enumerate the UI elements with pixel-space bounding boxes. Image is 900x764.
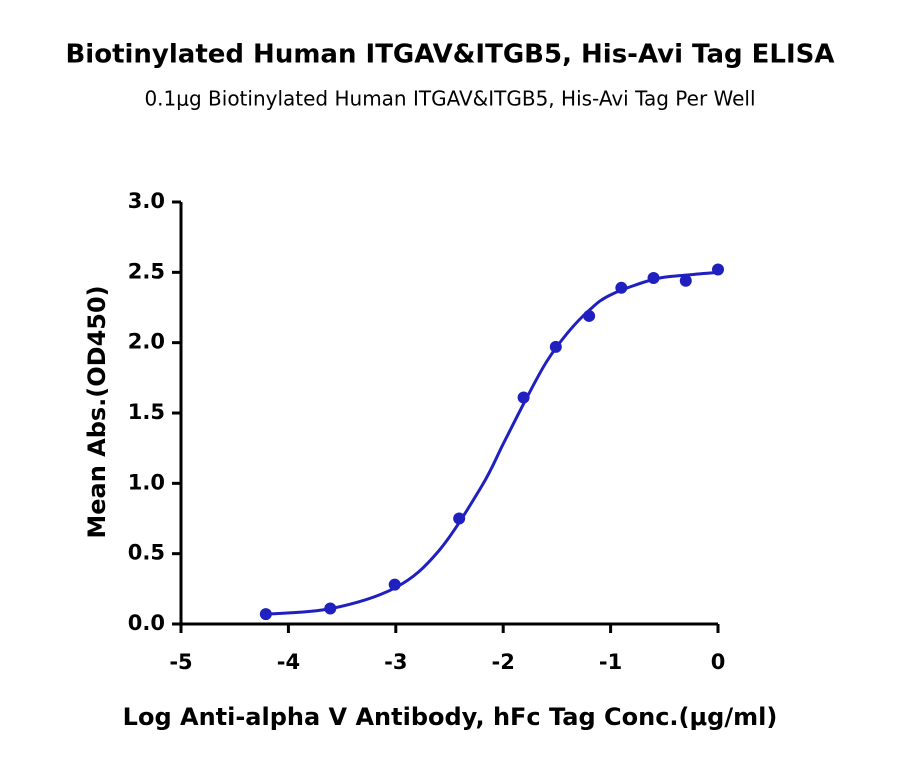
y-tick-label: 1.0 — [128, 470, 165, 494]
data-point — [583, 309, 596, 322]
data-point — [324, 602, 337, 615]
y-tick-label: 2.5 — [128, 259, 165, 283]
chart-subtitle: 0.1μg Biotinylated Human ITGAV&ITGB5, Hi… — [144, 87, 755, 111]
y-tick-label: 1.5 — [128, 400, 165, 424]
x-tick-label: -1 — [599, 650, 622, 674]
data-point — [615, 281, 628, 294]
y-tick-label: 2.0 — [128, 330, 165, 354]
data-point — [517, 391, 530, 404]
y-tick-label: 3.0 — [128, 189, 165, 213]
x-tick-label: -3 — [384, 650, 407, 674]
data-point — [259, 608, 272, 621]
data-point — [712, 263, 724, 276]
x-tick-label: -5 — [169, 650, 192, 674]
data-point — [388, 578, 401, 591]
x-tick-label: -2 — [492, 650, 515, 674]
data-point — [679, 274, 692, 287]
data-point — [549, 340, 562, 353]
x-tick-label: 0 — [711, 650, 726, 674]
x-axis-label: Log Anti-alpha V Antibody, hFc Tag Conc.… — [123, 703, 778, 731]
x-tick-label: -4 — [277, 650, 300, 674]
data-point — [453, 512, 466, 525]
y-axis-label: Mean Abs.(OD450) — [83, 285, 111, 538]
y-tick-label: 0.5 — [128, 541, 165, 565]
fit-curve — [265, 270, 719, 616]
y-tick-label: 0.0 — [128, 611, 165, 635]
data-point — [647, 271, 660, 284]
chart-title: Biotinylated Human ITGAV&ITGB5, His-Avi … — [65, 40, 834, 70]
